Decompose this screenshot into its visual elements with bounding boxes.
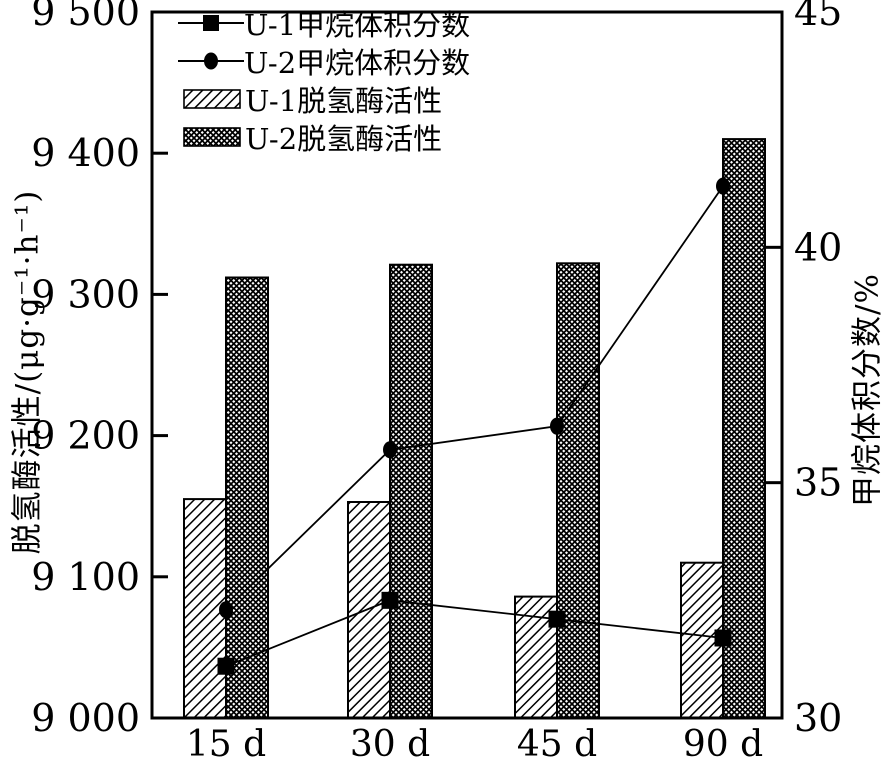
left-axis-title: 脱氢酶活性/(μg·g⁻¹·h⁻¹) [9,189,46,555]
x-tick-label: 30 d [350,724,430,765]
left-axis: 9 000 9 100 9 200 9 300 9 400 9 500 [31,0,168,740]
bar-series-0 [183,498,724,720]
square-marker [548,610,566,628]
legend-label: U-2脱氢酶活性 [245,122,443,156]
circle-marker [550,417,564,435]
left-tick-label: 9 100 [31,555,140,599]
bar [183,498,227,719]
bar [347,501,391,719]
bar [722,138,766,720]
legend-item-u1-methane: U-1甲烷体积分数 [178,4,470,42]
legend-item-u2-methane: U-2甲烷体积分数 [178,42,470,80]
line-circle-marker-icon [178,52,244,70]
right-axis: 30 35 40 45 [766,0,842,740]
left-tick-label: 9 500 [31,0,140,34]
legend-item-u1-dehydrogenase: U-1脱氢酶活性 [178,80,470,118]
bar-series-1 [225,138,766,720]
line-square-marker-icon [178,15,244,31]
legend-label: U-1甲烷体积分数 [244,8,471,42]
x-tick-label: 15 d [186,724,266,765]
plot-frame [150,10,784,720]
x-tick-label: 90 d [683,724,763,765]
cross-hatch-swatch-icon [183,127,241,147]
left-tick-label: 9 400 [31,131,140,175]
left-tick-label: 9 200 [31,414,140,458]
legend-item-u2-dehydrogenase: U-2脱氢酶活性 [178,118,470,156]
x-axis: 15 d 30 d 45 d 90 d [186,724,763,765]
right-tick-label: 40 [794,225,842,269]
square-marker [217,657,235,675]
circle-marker [716,177,730,195]
circle-marker [219,601,233,619]
x-tick-label: 45 d [517,724,597,765]
legend: U-1甲烷体积分数 U-2甲烷体积分数 U-1脱氢酶活性 [178,4,470,156]
square-marker [381,591,399,609]
legend-label: U-2甲烷体积分数 [244,46,471,80]
right-tick-label: 35 [794,461,842,505]
bar [556,262,600,719]
left-tick-label: 9 000 [31,696,140,740]
square-marker [714,629,732,647]
line-series-1 [219,177,730,619]
legend-label: U-1脱氢酶活性 [245,84,443,118]
left-tick-label: 9 300 [31,272,140,316]
right-tick-label: 30 [794,696,842,740]
line-series-0 [217,591,732,675]
bar [389,263,433,719]
diagonal-hatch-swatch-icon [183,89,241,109]
circle-marker [383,441,397,459]
right-tick-label: 45 [794,0,842,34]
right-axis-title: 甲烷体积分数/% [849,273,886,507]
